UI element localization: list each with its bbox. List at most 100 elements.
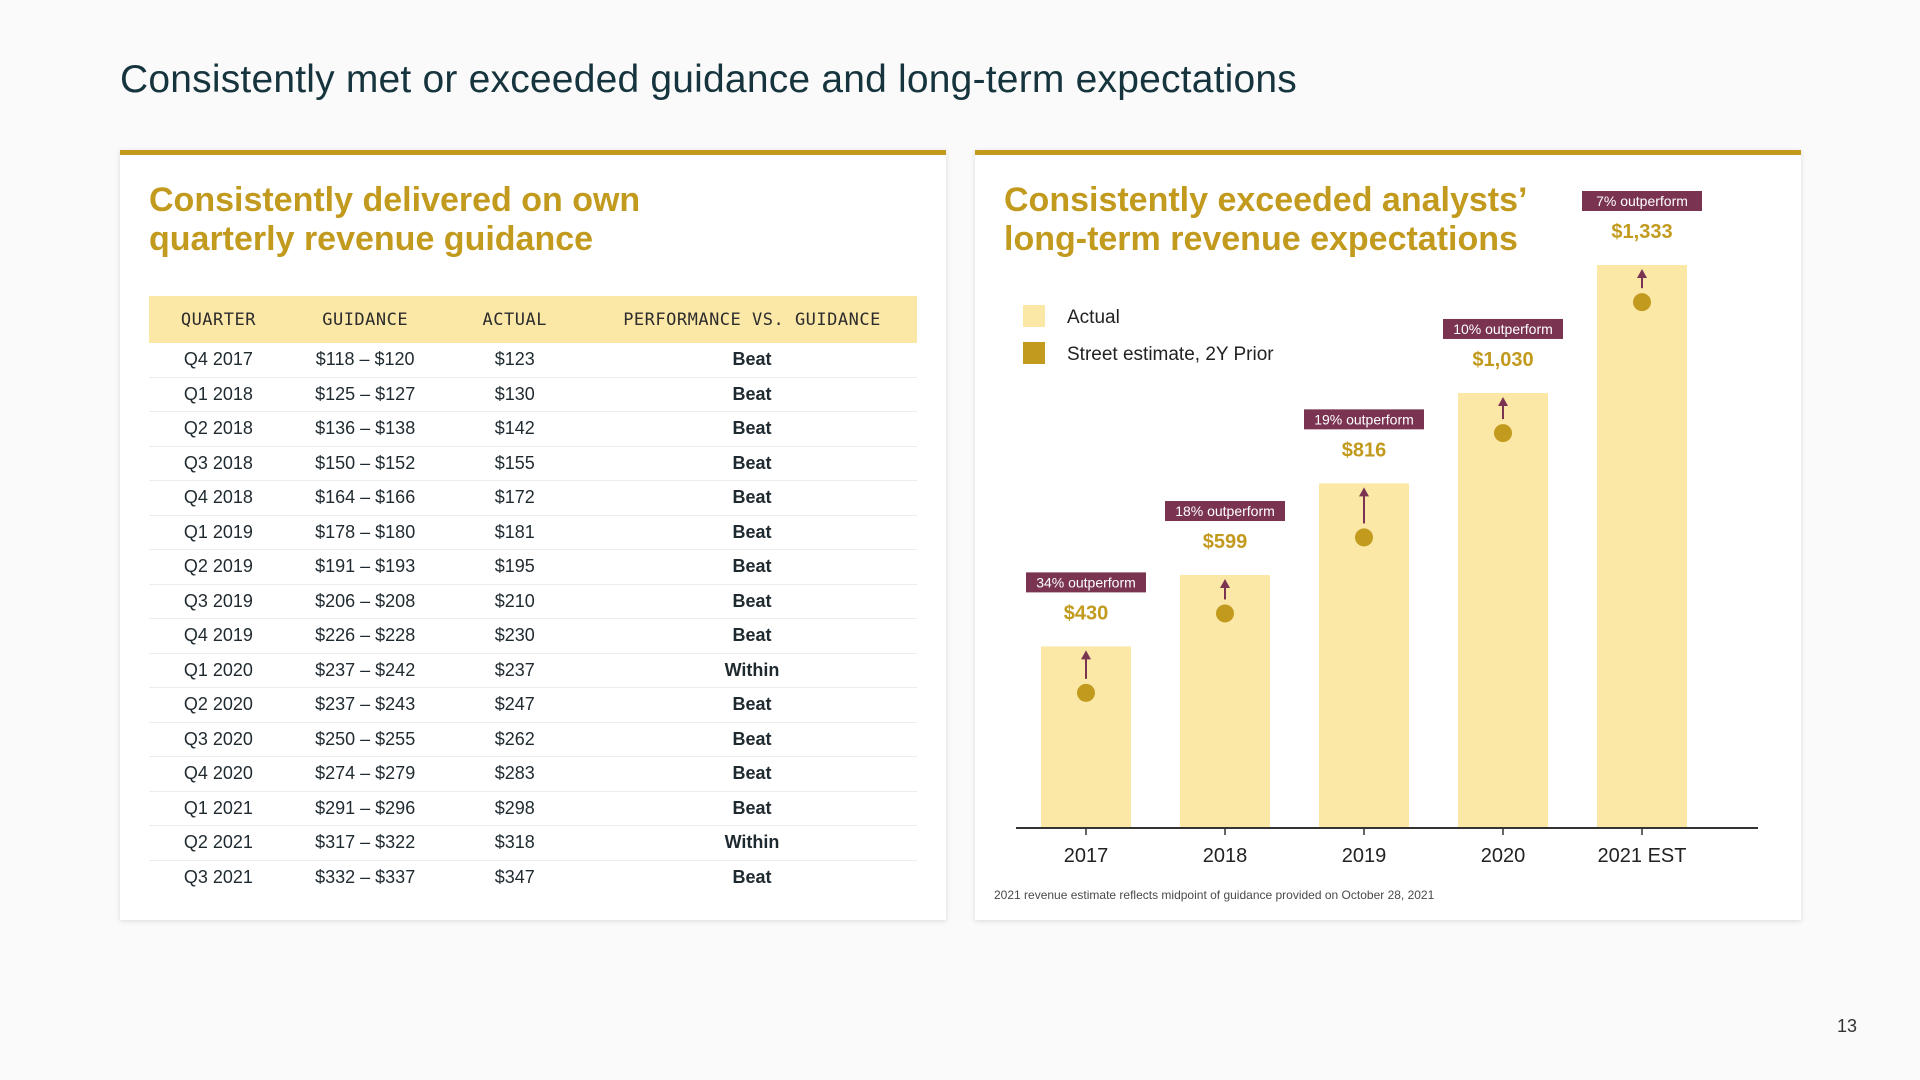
table-row: Q1 2021 $291 – $296 $298 Beat — [149, 791, 917, 826]
outperform-badge — [1165, 501, 1285, 522]
outperform-badge — [1304, 409, 1424, 430]
cell-actual: $247 — [442, 687, 588, 723]
outperform-badge-label: 18% outperform — [1175, 503, 1275, 519]
cell-guidance: $250 – $255 — [287, 722, 443, 757]
street-estimate-dot — [1355, 528, 1373, 547]
slide-title: Consistently met or exceeded guidance an… — [120, 58, 1297, 101]
cell-performance: Beat — [587, 480, 917, 516]
table-row: Q4 2020 $274 – $279 $283 Beat — [149, 756, 917, 792]
outperform-badge-label: 10% outperform — [1453, 321, 1553, 337]
cell-performance: Beat — [587, 411, 917, 447]
guidance-panel: Consistently delivered on own quarterly … — [120, 150, 946, 920]
cell-quarter: Q2 2020 — [149, 687, 288, 723]
table-row: Q4 2017 $118 – $120 $123 Beat — [149, 343, 917, 378]
cell-quarter: Q1 2021 — [149, 791, 288, 826]
outperform-arrow-head — [1220, 579, 1230, 589]
expectations-panel: Consistently exceeded analysts’ long-ter… — [975, 150, 1801, 920]
cell-quarter: Q1 2020 — [149, 653, 288, 688]
cell-guidance: $178 – $180 — [287, 515, 443, 550]
legend-street-swatch — [1023, 342, 1045, 364]
column-header-actual: ACTUAL — [442, 296, 588, 343]
chart-footnote: 2021 revenue estimate reflects midpoint … — [994, 888, 1435, 902]
cell-actual: $195 — [442, 549, 588, 585]
cell-quarter: Q3 2021 — [183, 866, 253, 887]
table-row: Q2 2020 $237 – $243 $247 Beat — [149, 687, 917, 723]
outperform-arrow-head — [1081, 650, 1091, 660]
guidance-panel-title: Consistently delivered on own quarterly … — [149, 181, 641, 258]
cell-actual: $181 — [442, 515, 588, 550]
outperform-badge — [1026, 572, 1146, 593]
table-row: Q3 2020 $250 – $255 $262 Beat — [149, 722, 917, 757]
cell-guidance: $332 – $337 — [315, 866, 416, 887]
outperform-badge — [1582, 191, 1702, 211]
legend-street-label: Street estimate, 2Y Prior — [1067, 344, 1274, 365]
cell-performance: Beat — [587, 549, 917, 585]
cell-actual: $262 — [442, 722, 588, 757]
cell-quarter: Q2 2021 — [149, 825, 288, 861]
table-row: Q1 2020 $237 – $242 $237 Within — [149, 653, 917, 688]
bar-value-label: $1,333 — [1611, 221, 1672, 243]
outperform-badge-label: 34% outperform — [1036, 574, 1136, 590]
cell-actual: $318 — [442, 825, 588, 861]
x-axis-tick-label: 2019 — [1342, 845, 1387, 867]
cell-performance: Beat — [587, 377, 917, 412]
bar-value-label: $1,030 — [1472, 349, 1533, 371]
cell-guidance: $274 – $279 — [287, 756, 443, 792]
x-axis-tick-label: 2021 EST — [1598, 845, 1687, 867]
x-axis-tick-label: 2020 — [1481, 845, 1526, 867]
guidance-table-body: Q4 2017 $118 – $120 $123 Beat Q1 2018 $125 – … — [149, 343, 917, 894]
cell-performance: Within — [587, 653, 917, 688]
cell-guidance: $206 – $208 — [287, 584, 443, 619]
table-row: Q1 2018 $125 – $127 $130 Beat — [149, 377, 917, 412]
legend-actual-swatch — [1023, 305, 1045, 327]
bar-value-label: $599 — [1203, 531, 1248, 553]
cell-actual: $172 — [442, 480, 588, 516]
cell-performance: Within — [587, 825, 917, 861]
cell-quarter: Q4 2019 — [149, 618, 288, 654]
cell-quarter: Q4 2020 — [149, 756, 288, 792]
cell-guidance: $191 – $193 — [287, 549, 443, 585]
table-row: Q2 2018 $136 – $138 $142 Beat — [149, 411, 917, 447]
outperform-badge-label: 7% outperform — [1596, 193, 1688, 209]
street-estimate-dot — [1216, 604, 1234, 623]
outperform-arrow-head — [1637, 269, 1647, 278]
cell-quarter: Q3 2020 — [149, 722, 288, 757]
cell-guidance: $237 – $243 — [287, 687, 443, 723]
revenue-chart: Actual Street estimate, 2Y Prior $430 34% o… — [1016, 191, 1758, 867]
cell-performance: Beat — [587, 515, 917, 550]
cell-quarter: Q2 2018 — [149, 411, 288, 447]
cell-guidance: $291 – $296 — [287, 791, 443, 826]
cell-performance: Beat — [587, 687, 917, 723]
cell-actual: $230 — [442, 618, 588, 654]
cell-performance: Beat — [587, 343, 917, 378]
cell-guidance: $136 – $138 — [287, 411, 443, 447]
outperform-arrow-head — [1498, 396, 1508, 406]
expectations-panel-title: Consistently exceeded analysts’ long-ter… — [1004, 181, 1526, 258]
bar-value-label: $816 — [1342, 439, 1387, 461]
cell-actual: $237 — [442, 653, 588, 688]
cell-quarter: Q4 2018 — [149, 480, 288, 516]
guidance-table: QUARTER GUIDANCE ACTUAL PERFORMANCE VS. … — [149, 296, 917, 894]
table-row: Q2 2019 $191 – $193 $195 Beat — [149, 549, 917, 585]
table-row: Q3 2018 $150 – $152 $155 Beat — [149, 446, 917, 481]
street-estimate-dot — [1633, 293, 1651, 312]
outperform-arrow-head — [1359, 487, 1369, 497]
x-axis-tick-label: 2018 — [1203, 845, 1248, 867]
cell-quarter: Q3 2019 — [149, 584, 288, 619]
table-row: Q1 2019 $178 – $180 $181 Beat — [149, 515, 917, 550]
cell-quarter: Q2 2019 — [149, 549, 288, 585]
page-number: 13 — [1836, 1016, 1857, 1036]
cell-actual: $347 — [494, 866, 535, 887]
table-row: Q3 2021 $332 – $337 $347 Beat — [149, 860, 917, 894]
cell-performance: Beat — [587, 756, 917, 792]
bar-actual — [1458, 392, 1548, 828]
cell-guidance: $226 – $228 — [287, 618, 443, 654]
cell-performance: Beat — [587, 791, 917, 826]
cell-performance: Beat — [587, 722, 917, 757]
table-row: Q3 2019 $206 – $208 $210 Beat — [149, 584, 917, 619]
cell-actual: $142 — [442, 411, 588, 447]
cell-guidance: $237 – $242 — [287, 653, 443, 688]
cell-quarter: Q4 2017 — [149, 343, 288, 378]
cell-quarter: Q3 2018 — [149, 446, 288, 481]
column-header-performance: PERFORMANCE VS. GUIDANCE — [587, 296, 917, 343]
